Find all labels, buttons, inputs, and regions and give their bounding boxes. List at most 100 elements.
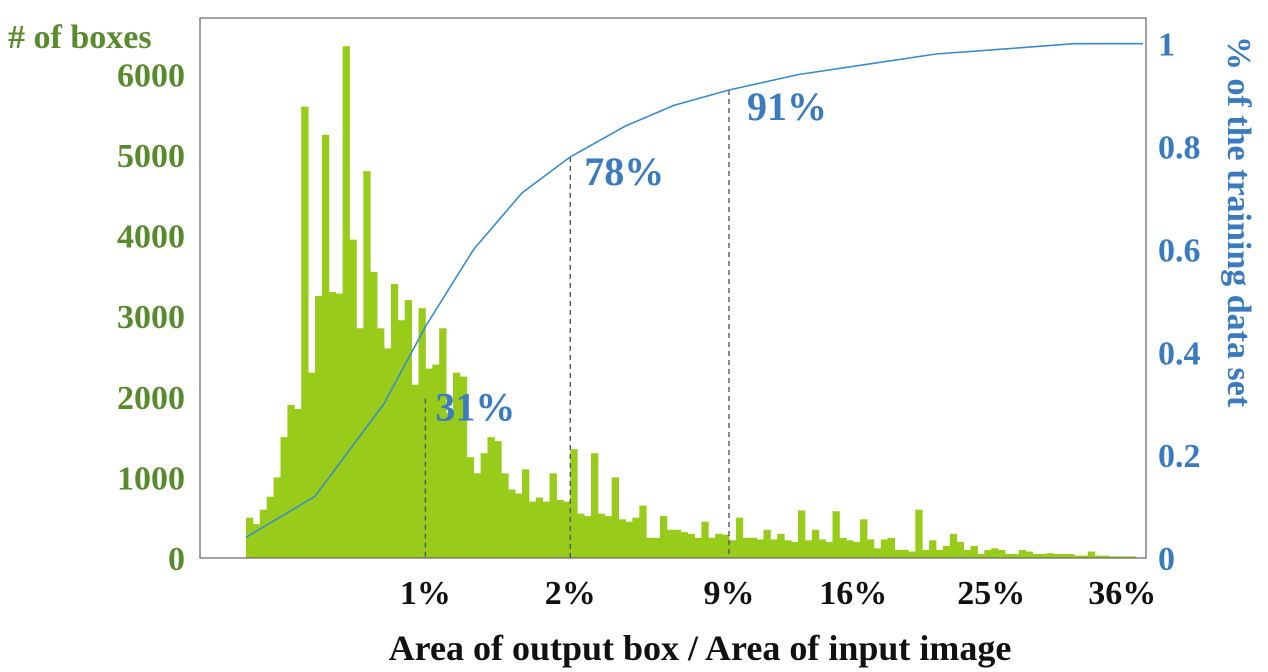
histogram-bar (929, 540, 937, 558)
histogram-bar (453, 372, 461, 558)
histogram-bar (287, 404, 295, 558)
histogram-bar (1074, 555, 1082, 558)
histogram-bar (266, 496, 274, 558)
histogram-bar (466, 457, 475, 558)
histogram-bar (308, 372, 316, 558)
histogram-bar (535, 497, 544, 558)
histogram-bar (425, 368, 433, 558)
histogram-bar (915, 509, 923, 558)
histogram-bar (777, 533, 785, 558)
histogram-bar (356, 328, 364, 558)
histogram-bar (936, 549, 944, 558)
histogram-bar (404, 300, 412, 558)
histogram-bar (411, 384, 419, 558)
histogram-bar (418, 308, 426, 558)
histogram-bar (459, 376, 468, 558)
histogram-bar (252, 524, 261, 558)
histogram-bar (1018, 549, 1027, 558)
x-axis-title: Area of output box / Area of input image (389, 628, 1012, 668)
histogram-bar (804, 540, 813, 558)
histogram-bar (556, 499, 564, 558)
histogram-bar (998, 549, 1006, 558)
marker-dashed-lines (424, 90, 730, 558)
histogram-bar (860, 519, 868, 558)
histogram-bar (515, 493, 523, 558)
histogram-bar (1025, 551, 1033, 558)
histogram-bar (384, 348, 392, 558)
histogram-bar (735, 517, 744, 558)
y-left-tick-label: 1000 (117, 460, 185, 497)
histogram-bar (335, 293, 343, 558)
histogram-bar (666, 529, 675, 558)
histogram-bar (811, 529, 820, 558)
histogram-bar (1053, 553, 1061, 558)
histogram-bar (853, 541, 861, 558)
histogram-bar (1080, 555, 1089, 558)
y-right-tick-label: 0.8 (1158, 130, 1201, 167)
histogram-bar (639, 505, 647, 558)
histogram-bar (1101, 555, 1109, 558)
histogram-bar (597, 513, 606, 558)
histogram-bar (480, 453, 488, 558)
histogram-bar (273, 477, 281, 558)
histogram-bar (1039, 553, 1047, 558)
histogram-bar (577, 513, 585, 558)
histogram-bar (908, 551, 916, 558)
histogram-bar (1032, 553, 1040, 558)
histogram-bar (791, 541, 799, 558)
histogram-bar (1046, 553, 1054, 558)
histogram-bar (432, 364, 440, 558)
histogram-bar (798, 510, 806, 558)
histogram-bar (708, 537, 716, 558)
histogram-bar (584, 516, 592, 558)
histogram-bar (611, 477, 619, 558)
x-tick-label: 2% (545, 575, 596, 612)
histogram-bar (591, 453, 599, 558)
x-tick-label: 16% (819, 575, 887, 612)
histogram-bar (749, 537, 757, 558)
histogram-bar (542, 501, 550, 558)
histogram-bar (784, 540, 792, 558)
y-right-tick-label: 0.2 (1158, 438, 1201, 475)
histogram-bar (315, 296, 323, 558)
y-left-tick-label: 0 (168, 541, 185, 578)
y-left-tick-label: 6000 (117, 57, 185, 94)
histogram-bar (742, 537, 751, 558)
histogram-bar (439, 328, 447, 558)
histogram-bar (370, 271, 378, 558)
histogram-bar (397, 320, 406, 558)
histogram-bar (715, 533, 723, 558)
histogram-bar (1094, 555, 1102, 558)
histogram-bar (887, 537, 895, 558)
y-right-axis-title: % of the training data set (1220, 36, 1257, 408)
y-right-tick-label: 0.6 (1158, 232, 1201, 269)
histogram-bar (1067, 553, 1075, 558)
histogram-bar (729, 540, 737, 558)
histogram-bar (377, 328, 385, 558)
histogram-bar (1129, 556, 1137, 558)
histogram-bar (259, 509, 268, 558)
histogram-bar (977, 553, 985, 558)
histogram-bar (487, 437, 495, 558)
plot-frame (199, 17, 1147, 559)
histogram-bar (570, 449, 578, 558)
histogram-bar (694, 537, 702, 558)
histogram-bar (839, 537, 847, 558)
histogram-bar (246, 517, 254, 558)
histogram-bar (1087, 551, 1096, 558)
histogram-bar (942, 545, 951, 558)
histogram-bar (680, 532, 688, 558)
marker-label: 91% (747, 84, 827, 129)
cumulative-curve (245, 42, 1143, 539)
histogram-bar (632, 517, 640, 558)
histogram-bar (653, 537, 661, 558)
histogram-bar (528, 501, 537, 558)
histogram-bar (756, 539, 764, 558)
histogram-bar (825, 541, 833, 558)
x-tick-label: 9% (704, 575, 755, 612)
y-left-ticks: 0 1000 2000 3000 4000 5000 6000 (117, 57, 185, 578)
histogram-bar (970, 545, 978, 558)
x-tick-label: 1% (400, 575, 451, 612)
marker-label: 31% (435, 385, 515, 430)
